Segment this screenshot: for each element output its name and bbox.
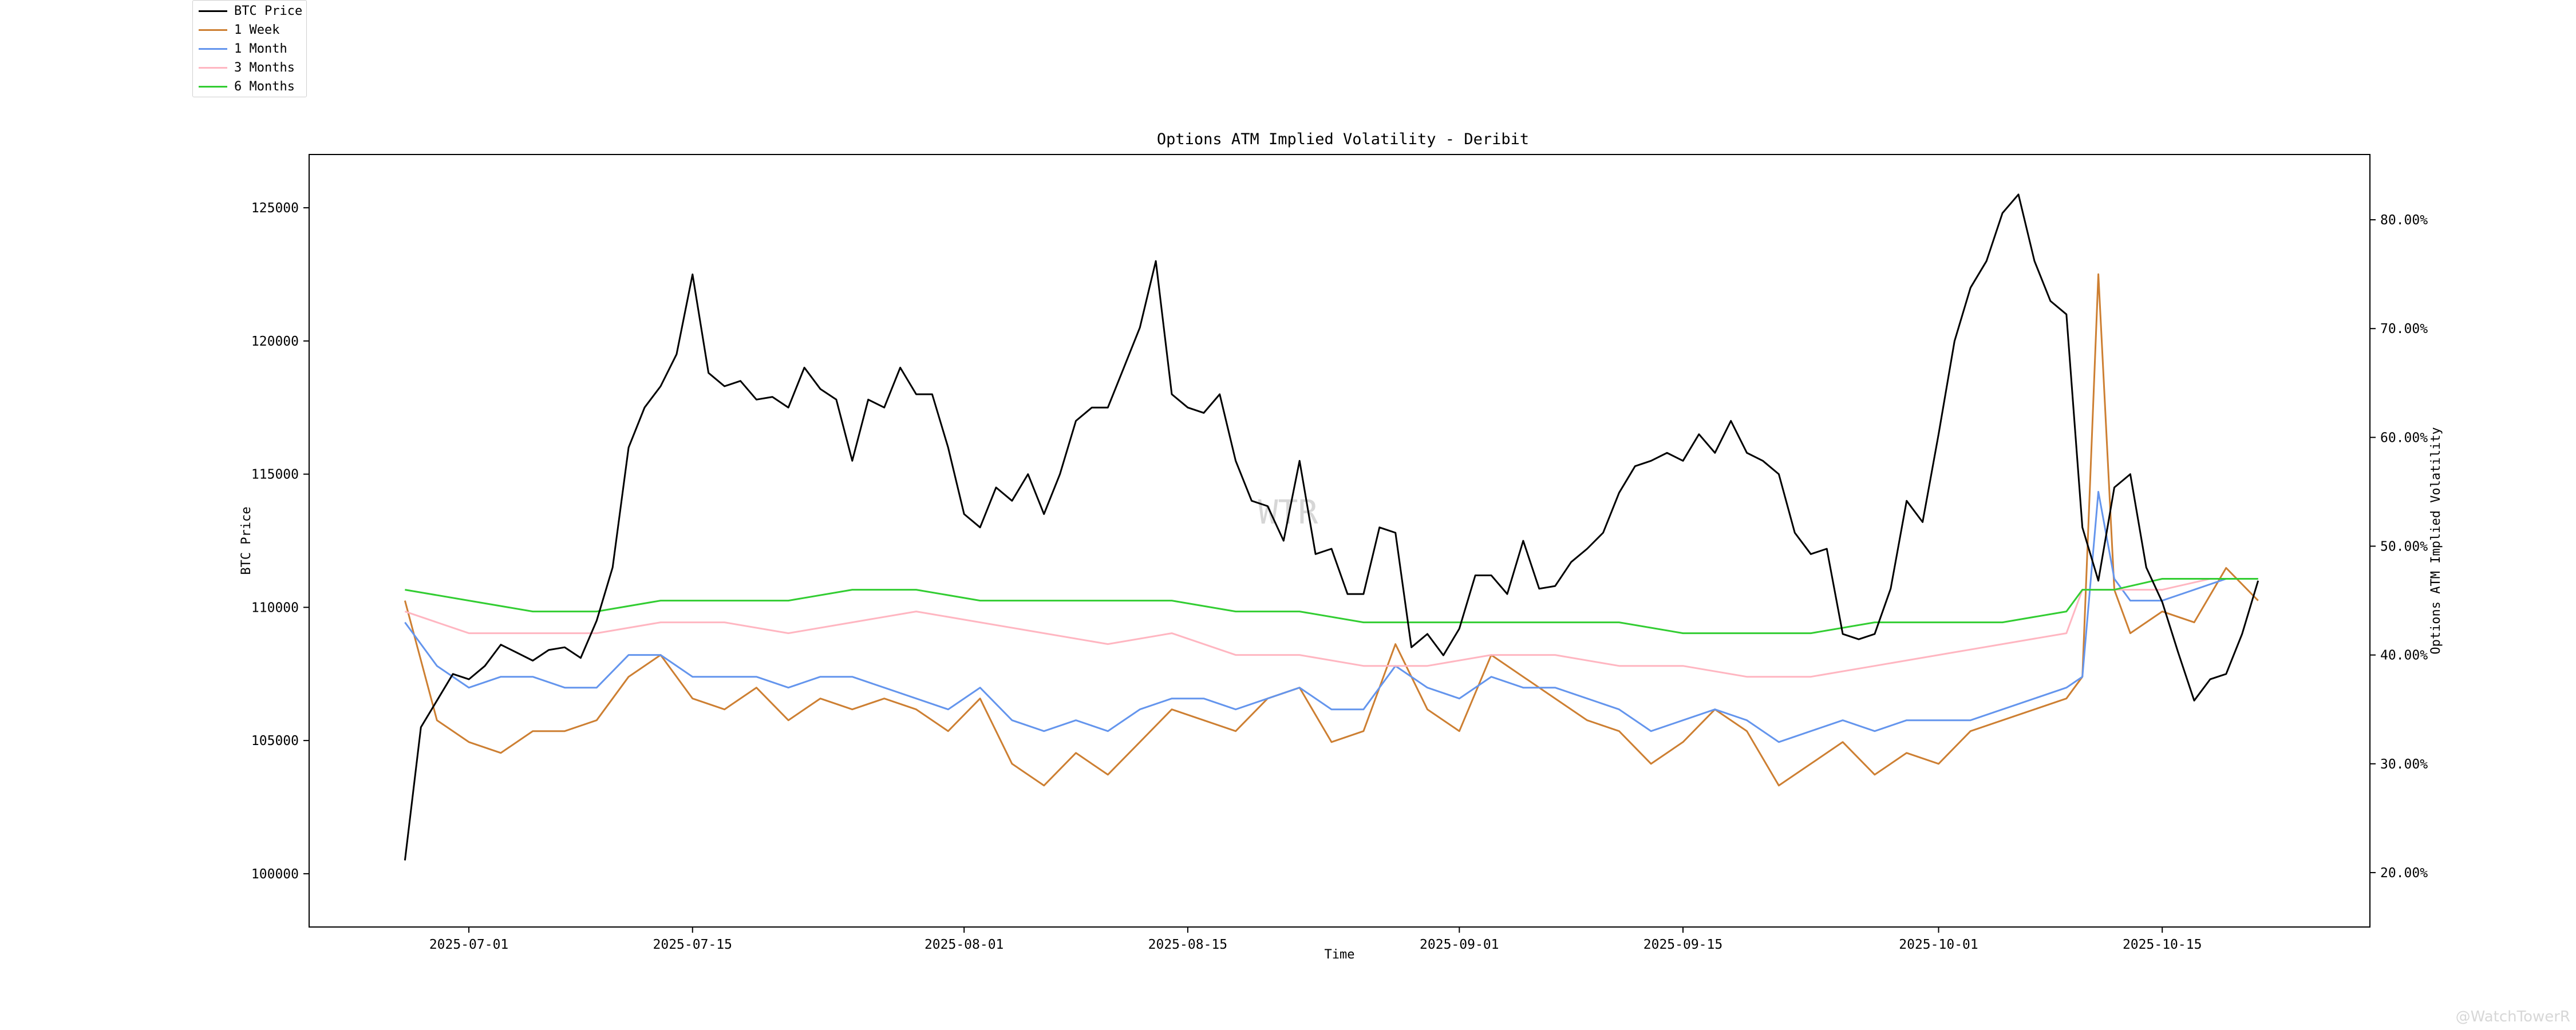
chart-title: Options ATM Implied Volatility - Deribit: [1157, 130, 1529, 148]
series-line-btc-price: [404, 193, 2259, 861]
legend-label-btc-price: BTC Price: [234, 3, 303, 18]
y-tick-label: 100000: [251, 867, 299, 882]
x-tick-label: 2025-10-01: [1899, 937, 1978, 952]
legend-swatch-1-month: [199, 47, 227, 50]
y-tick-label: 110000: [251, 600, 299, 615]
x-tick-label: 2025-08-15: [1148, 937, 1227, 952]
y2-tick-label: 30.00%: [2380, 757, 2428, 772]
x-tick-label: 2025-09-15: [1643, 937, 1722, 952]
y2-tick-label: 80.00%: [2380, 213, 2428, 228]
x-axis: 2025-07-01 2025-07-15 2025-08-01 2025-08-15…: [429, 927, 2202, 952]
x-tick-label: 2025-07-15: [653, 937, 732, 952]
y-axis-label: BTC Price: [239, 506, 254, 575]
series-layer: [404, 193, 2259, 861]
legend-swatch-6-months: [199, 85, 227, 88]
x-tick-label: 2025-08-01: [924, 937, 1003, 952]
x-tick-label: 2025-10-15: [2123, 937, 2202, 952]
legend-label-6-months: 6 Months: [234, 79, 295, 94]
y2-tick-label: 20.00%: [2380, 866, 2428, 881]
y2-tick-label: 50.00%: [2380, 540, 2428, 554]
x-tick-label: 2025-07-01: [429, 937, 508, 952]
series-line-3-months: [404, 578, 2258, 678]
y2-tick-label: 40.00%: [2380, 648, 2428, 663]
legend-label-1-month: 1 Month: [234, 41, 287, 56]
x-tick-label: 2025-09-01: [1420, 937, 1499, 952]
legend-item-3-months: 3 Months: [199, 58, 295, 77]
legend-item-1-month: 1 Month: [199, 39, 287, 58]
x-axis-label: Time: [1325, 948, 1355, 962]
legend-label-3-months: 3 Months: [234, 60, 295, 75]
y2-axis-label: Options ATM Implied Volatility: [2429, 427, 2443, 654]
y-tick-label: 115000: [251, 468, 299, 482]
legend-swatch-btc-price: [199, 10, 227, 12]
legend-item-6-months: 6 Months: [199, 77, 295, 96]
legend-swatch-3-months: [199, 66, 227, 69]
series-line-1-week: [404, 273, 2259, 787]
y-tick-label: 105000: [251, 734, 299, 748]
y2-tick-label: 70.00%: [2380, 322, 2428, 336]
y-axis-left: 100000 105000 110000 115000 120000 125000: [251, 201, 309, 882]
corner-watermark: @WatchTowerR: [2455, 1008, 2570, 1025]
legend-label-1-week: 1 Week: [234, 22, 280, 37]
y-tick-label: 120000: [251, 334, 299, 349]
y-tick-label: 125000: [251, 201, 299, 216]
legend-swatch-1-week: [199, 29, 227, 31]
legend-item-1-week: 1 Week: [199, 21, 279, 39]
series-line-1-month: [404, 490, 2258, 743]
legend-item-btc-price: BTC Price: [199, 2, 302, 20]
plot-area-frame: [309, 154, 2370, 928]
legend: BTC Price 1 Week 1 Month 3 Months 6 Mont…: [192, 0, 307, 97]
y-axis-right: 20.00% 30.00% 40.00% 50.00% 60.00% 70.00% 80.0…: [2370, 213, 2428, 881]
y2-tick-label: 60.00%: [2380, 430, 2428, 445]
series-line-6-months: [405, 578, 2258, 635]
